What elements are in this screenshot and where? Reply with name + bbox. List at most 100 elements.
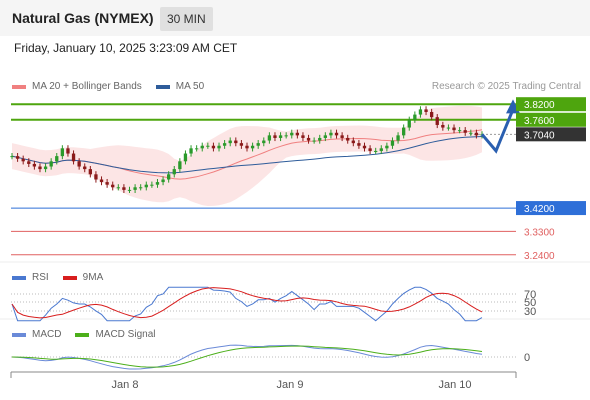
level-label-2: 3.7040 bbox=[524, 130, 555, 141]
rsi-ma-line bbox=[11, 287, 483, 319]
bollinger-band bbox=[12, 105, 482, 206]
projection-path bbox=[480, 108, 515, 154]
candle-body bbox=[234, 140, 238, 144]
rsi-legend-label: RSI bbox=[32, 272, 49, 283]
rsi-line bbox=[11, 286, 483, 322]
candle-body bbox=[262, 140, 266, 144]
candle-body bbox=[200, 145, 204, 149]
rsi-panel: 70 50 30 bbox=[11, 286, 536, 322]
x-tick-jan8: Jan 8 bbox=[112, 379, 139, 391]
macd-swatch bbox=[12, 332, 26, 337]
candle-body bbox=[127, 189, 132, 191]
rsi-swatch bbox=[12, 275, 26, 280]
candle-body bbox=[99, 179, 104, 183]
level-label-4: 3.3300 bbox=[524, 227, 555, 238]
candle-body bbox=[94, 174, 98, 180]
ma20-swatch bbox=[12, 84, 26, 89]
candle-body bbox=[21, 158, 25, 162]
candle-body bbox=[329, 132, 333, 136]
candle-body bbox=[402, 127, 406, 136]
instrument-title: Natural Gas (NYMEX) bbox=[12, 10, 154, 26]
candle-body bbox=[122, 187, 126, 190]
ma50-legend-label: MA 50 bbox=[175, 81, 205, 92]
macd-line bbox=[11, 344, 483, 370]
candle-body bbox=[217, 145, 221, 149]
candle-body bbox=[346, 137, 350, 141]
level-label-5: 3.2400 bbox=[524, 251, 555, 262]
rsi-level-70: 70 bbox=[524, 289, 536, 301]
candle-body bbox=[457, 130, 462, 132]
candle-body bbox=[290, 132, 294, 136]
candle-body bbox=[150, 184, 154, 186]
candle-body bbox=[390, 140, 395, 146]
candle-body bbox=[66, 148, 70, 154]
macd-zero-label: 0 bbox=[524, 352, 530, 364]
candle-body bbox=[385, 145, 389, 149]
candle-body bbox=[435, 117, 439, 125]
candle-body bbox=[469, 132, 473, 134]
moving-average-layer bbox=[11, 129, 483, 180]
candle-body bbox=[284, 135, 288, 137]
candle-body bbox=[32, 163, 37, 167]
candle-body bbox=[396, 135, 400, 141]
candle-body bbox=[10, 156, 14, 158]
candle-body bbox=[155, 182, 160, 185]
candle-body bbox=[88, 169, 92, 175]
candle-body bbox=[116, 187, 120, 189]
candle-body bbox=[306, 137, 311, 141]
level-label-3: 3.4200 bbox=[524, 204, 555, 215]
candle-body bbox=[228, 140, 232, 144]
candle-body bbox=[71, 153, 76, 162]
candle-body bbox=[139, 187, 143, 189]
candle-body bbox=[178, 161, 182, 170]
candle-body bbox=[351, 140, 355, 144]
candle-body bbox=[474, 132, 479, 136]
candle-body bbox=[222, 143, 227, 146]
candle-body bbox=[250, 145, 255, 149]
candle-body bbox=[273, 135, 277, 138]
candle-body bbox=[463, 130, 467, 133]
candle-body bbox=[362, 145, 367, 149]
level-box-3 bbox=[516, 201, 586, 216]
candle-body bbox=[183, 153, 188, 162]
candle-body bbox=[161, 179, 165, 183]
candle-body bbox=[267, 135, 272, 141]
ma50-line bbox=[11, 136, 483, 174]
candle-body bbox=[429, 111, 434, 118]
candle-body bbox=[27, 161, 31, 164]
rsi-level-50: 50 bbox=[524, 297, 536, 309]
candle-body bbox=[60, 148, 65, 157]
candle-body bbox=[441, 124, 445, 128]
macd-signal-swatch bbox=[75, 332, 90, 337]
candlestick-layer bbox=[10, 106, 484, 194]
candle-body bbox=[379, 148, 383, 151]
macd-panel: 0 bbox=[11, 344, 530, 370]
key-level-layer bbox=[11, 103, 516, 256]
candle-body bbox=[418, 109, 423, 115]
candle-body bbox=[83, 166, 87, 170]
macd-legend: MACD MACD Signal bbox=[12, 329, 155, 340]
ma20-legend-label: MA 20 + Bollinger Bands bbox=[32, 81, 142, 92]
timeframe-badge[interactable]: 30 MIN bbox=[160, 7, 213, 31]
candle-body bbox=[340, 135, 344, 138]
candle-body bbox=[245, 145, 249, 149]
candle-body bbox=[55, 156, 59, 162]
candle-body bbox=[194, 148, 199, 150]
candle-body bbox=[357, 143, 361, 146]
candle-body bbox=[43, 166, 48, 170]
rsi-level-30: 30 bbox=[524, 306, 536, 318]
macd-signal-legend-label: MACD Signal bbox=[95, 329, 156, 340]
candle-body bbox=[111, 184, 115, 188]
bollinger-band-layer bbox=[12, 105, 482, 206]
projection-layer bbox=[480, 99, 520, 154]
candle-body bbox=[452, 127, 456, 131]
candle-body bbox=[446, 127, 451, 129]
candle-body bbox=[206, 145, 210, 147]
candle-body bbox=[295, 132, 300, 136]
rsi-ma-legend-label: 9MA bbox=[82, 272, 104, 283]
level-box-0 bbox=[516, 97, 586, 112]
x-tick-jan9: Jan 9 bbox=[277, 379, 304, 391]
candle-body bbox=[424, 109, 428, 112]
candle-body bbox=[38, 166, 42, 170]
